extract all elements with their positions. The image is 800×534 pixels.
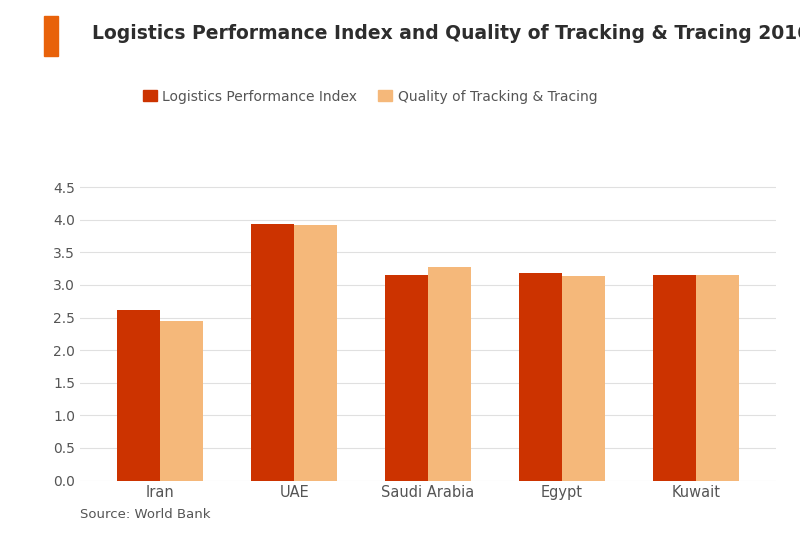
Bar [696,274,738,481]
Bar [519,273,562,481]
Bar [160,321,203,481]
Text: Logistics Performance Index and Quality of Tracking & Tracing 2016: Logistics Performance Index and Quality … [92,24,800,43]
Bar [385,274,428,481]
Bar [251,224,294,481]
Bar [294,225,337,481]
Bar [562,276,605,481]
Bar [118,310,160,481]
Legend: Logistics Performance Index, Quality of Tracking & Tracing: Logistics Performance Index, Quality of … [143,90,598,104]
Text: Source: World Bank: Source: World Bank [80,508,210,521]
Bar [653,275,696,481]
Bar [428,268,471,481]
